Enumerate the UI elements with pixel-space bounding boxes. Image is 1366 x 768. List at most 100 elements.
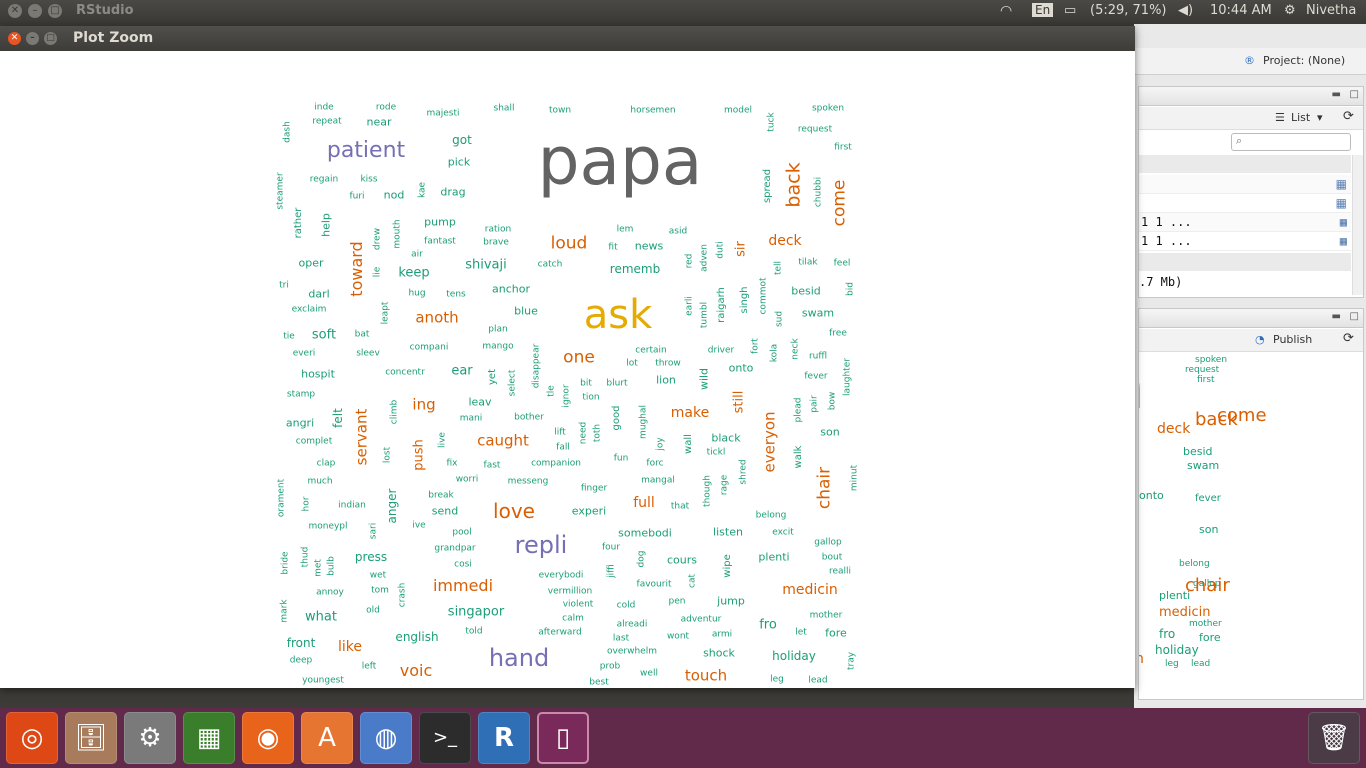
scrollbar[interactable] bbox=[1352, 155, 1363, 295]
word-earli: earli bbox=[684, 296, 695, 316]
word-tray: tray bbox=[846, 651, 857, 671]
gear-icon[interactable]: ⚙ bbox=[1284, 3, 1296, 18]
settings-icon[interactable]: ⚙ bbox=[124, 712, 176, 764]
word-everi: everi bbox=[292, 348, 316, 359]
word-patient: patient bbox=[326, 138, 406, 163]
table-icon[interactable]: ▦ bbox=[1339, 234, 1347, 248]
word-stamp: stamp bbox=[286, 389, 316, 400]
word-rather: rather bbox=[293, 207, 304, 239]
word-alreadi: alreadi bbox=[616, 619, 648, 630]
trash-icon[interactable]: 🗑 bbox=[1308, 712, 1360, 764]
word-feel: feel bbox=[833, 258, 851, 269]
word-bother: bother bbox=[514, 412, 544, 423]
environment-search-input[interactable]: ⌕ bbox=[1231, 133, 1351, 151]
table-icon[interactable]: ▦ bbox=[1335, 177, 1347, 191]
thumbnail-word: lead bbox=[1191, 659, 1211, 669]
env-row[interactable]: 1 1 ... ▦ bbox=[1139, 232, 1351, 251]
firefox-icon[interactable]: ◉ bbox=[242, 712, 294, 764]
word-holiday: holiday bbox=[772, 649, 816, 663]
clock[interactable]: 10:44 AM bbox=[1210, 3, 1272, 18]
word-tumbl: tumbl bbox=[699, 301, 710, 329]
user-name[interactable]: Nivetha bbox=[1306, 3, 1357, 18]
spreadsheet-icon[interactable]: ▦ bbox=[183, 712, 235, 764]
close-icon[interactable]: ✕ bbox=[8, 4, 22, 18]
word-met: met bbox=[313, 559, 324, 577]
word-wild: wild bbox=[697, 367, 711, 391]
word-adventur: adventur bbox=[680, 614, 722, 625]
word-deep: deep bbox=[289, 655, 313, 666]
table-icon[interactable]: ▦ bbox=[1339, 215, 1347, 229]
word-still: still bbox=[731, 390, 747, 414]
word-favourit: favourit bbox=[636, 579, 672, 590]
ubuntu-dash-icon[interactable]: ◎ bbox=[6, 712, 58, 764]
minimize-pane-icon[interactable]: ▬ bbox=[1331, 89, 1341, 100]
word-commot: commot bbox=[758, 277, 769, 315]
word-sir: sir bbox=[733, 241, 749, 257]
battery-status[interactable]: (5:29, 71%) bbox=[1090, 3, 1167, 18]
maximize-pane-icon[interactable]: □ bbox=[1349, 311, 1359, 322]
environment-pane-header: ▬ □ bbox=[1139, 87, 1363, 106]
word-spoken: spoken bbox=[811, 103, 845, 114]
word-orament: orament bbox=[276, 478, 287, 518]
maximize-button[interactable]: □ bbox=[44, 32, 57, 45]
word-vermillion: vermillion bbox=[547, 586, 593, 597]
env-row[interactable]: ▦ bbox=[1139, 175, 1351, 194]
word-singapor: singapor bbox=[447, 604, 505, 620]
word-rememb: rememb bbox=[609, 262, 661, 276]
word-shall: shall bbox=[493, 103, 515, 114]
maximize-pane-icon[interactable]: □ bbox=[1349, 89, 1359, 100]
word-toth: toth bbox=[592, 423, 603, 443]
word-repli: repli bbox=[514, 531, 568, 559]
word-mark: mark bbox=[279, 599, 290, 623]
word-that: that bbox=[670, 501, 690, 512]
word-like: like bbox=[337, 639, 363, 655]
maximize-icon[interactable]: □ bbox=[48, 4, 62, 18]
word-grandpar: grandpar bbox=[434, 543, 476, 554]
word-forc: forc bbox=[646, 458, 664, 469]
word-adven: adven bbox=[699, 244, 710, 272]
word-deck: deck bbox=[768, 233, 802, 249]
word-certain: certain bbox=[635, 345, 667, 356]
table-icon[interactable]: ▦ bbox=[1335, 196, 1347, 210]
word-pool: pool bbox=[452, 527, 472, 538]
rstudio-icon[interactable]: R bbox=[478, 712, 530, 764]
env-row[interactable]: ▦ bbox=[1139, 194, 1351, 213]
env-row[interactable]: 1 1 ... ▦ bbox=[1139, 213, 1351, 232]
phone-icon[interactable]: ▯ bbox=[537, 712, 589, 764]
word-horsemen: horsemen bbox=[630, 105, 676, 116]
software-center-icon[interactable]: A bbox=[301, 712, 353, 764]
project-menu[interactable]: Project: (None) bbox=[1263, 54, 1346, 67]
project-icon: ® bbox=[1244, 54, 1255, 67]
chrome-icon[interactable]: ◍ bbox=[360, 712, 412, 764]
plot-zoom-titlebar[interactable]: ✕ – □ Plot Zoom bbox=[0, 26, 1135, 51]
word-shred: shred bbox=[738, 459, 749, 485]
word-lift: lift bbox=[554, 427, 566, 438]
word-son: son bbox=[820, 425, 840, 439]
thumbnail-word: deck bbox=[1157, 421, 1191, 437]
word-pen: pen bbox=[668, 596, 686, 607]
plots-pane: ▬ □ ◔ Publish ⟳ a spoken request first b… bbox=[1138, 308, 1364, 700]
minimize-icon[interactable]: – bbox=[28, 4, 42, 18]
minimize-button[interactable]: – bbox=[26, 32, 39, 45]
close-button[interactable]: ✕ bbox=[8, 32, 21, 45]
word-moneypl: moneypl bbox=[308, 521, 348, 532]
battery-icon[interactable]: ▭ bbox=[1064, 3, 1077, 18]
keyboard-indicator[interactable]: En bbox=[1032, 3, 1054, 17]
publish-button[interactable]: Publish bbox=[1273, 333, 1313, 346]
word-fantast: fantast bbox=[424, 236, 456, 247]
wifi-icon[interactable]: ◠ bbox=[1000, 3, 1013, 19]
terminal-icon[interactable]: >_ bbox=[419, 712, 471, 764]
word-tens: tens bbox=[446, 289, 466, 300]
word-mangal: mangal bbox=[641, 475, 675, 486]
refresh-icon[interactable]: ⟳ bbox=[1343, 331, 1354, 346]
view-mode-dropdown[interactable]: List bbox=[1291, 111, 1311, 124]
refresh-icon[interactable]: ⟳ bbox=[1343, 109, 1354, 124]
word-gallop: gallop bbox=[814, 537, 842, 548]
minimize-pane-icon[interactable]: ▬ bbox=[1331, 311, 1341, 322]
thumbnail-word: fore bbox=[1199, 631, 1221, 644]
word-shock: shock bbox=[703, 646, 735, 660]
word-fast: fast bbox=[483, 460, 501, 471]
volume-icon[interactable]: ◀) bbox=[1178, 3, 1194, 18]
files-icon[interactable]: 🗄 bbox=[65, 712, 117, 764]
word-tell: tell bbox=[773, 260, 784, 276]
